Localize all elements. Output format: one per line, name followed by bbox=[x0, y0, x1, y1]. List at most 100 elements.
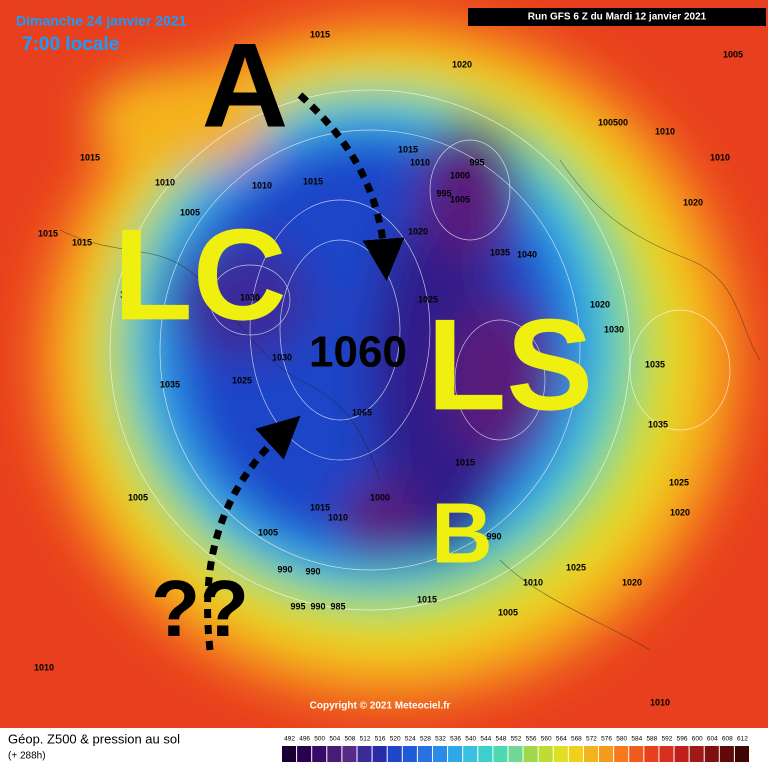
pressure-label: 1005 bbox=[723, 49, 743, 59]
scale-label: 592 bbox=[662, 736, 673, 743]
pressure-label: 1015 bbox=[303, 176, 323, 186]
pressure-label: 995 bbox=[290, 601, 305, 611]
pressure-label: 995 bbox=[469, 157, 484, 167]
pressure-label: 1035 bbox=[160, 379, 180, 389]
pressure-label: 1005 bbox=[498, 607, 518, 617]
pressure-label: 1030 bbox=[240, 292, 260, 302]
scale-swatch bbox=[463, 746, 478, 762]
pressure-label: 1010 bbox=[650, 697, 670, 707]
scale-label: 548 bbox=[495, 736, 506, 743]
scale-swatch bbox=[417, 746, 432, 762]
isobars bbox=[109, 89, 731, 611]
scale-label: 516 bbox=[375, 736, 386, 743]
scale-label: 576 bbox=[601, 736, 612, 743]
run-label: Run GFS 6 Z du Mardi 12 janvier 2021 bbox=[528, 12, 707, 23]
pressure-label: 1035 bbox=[490, 247, 510, 257]
pressure-label: 1035 bbox=[645, 359, 665, 369]
scale-label: 544 bbox=[480, 736, 491, 743]
scale-label: 520 bbox=[390, 736, 401, 743]
pressure-label: 1010 bbox=[655, 126, 675, 136]
pressure-label: 1020 bbox=[622, 577, 642, 587]
footer-lead: (+ 288h) bbox=[8, 751, 46, 762]
pressure-label: 990 bbox=[305, 566, 320, 576]
pressure-label: 1015 bbox=[398, 144, 418, 154]
pressure-label: 1005 bbox=[180, 207, 200, 217]
pressure-label: 100500 bbox=[598, 117, 628, 127]
scale-swatch bbox=[599, 746, 614, 762]
scale-label: 608 bbox=[722, 736, 733, 743]
scale-label: 540 bbox=[465, 736, 476, 743]
pressure-label: 990 bbox=[310, 601, 325, 611]
pressure-label: 1015 bbox=[72, 237, 92, 247]
pressure-label: 1010 bbox=[523, 577, 543, 587]
scale-swatch bbox=[387, 746, 402, 762]
scale-swatch bbox=[629, 746, 644, 762]
scale-label: 556 bbox=[526, 736, 537, 743]
scale-swatch bbox=[659, 746, 674, 762]
scale-label: 560 bbox=[541, 736, 552, 743]
scale-label: 600 bbox=[692, 736, 703, 743]
scale-swatch bbox=[372, 746, 387, 762]
scale-label: 568 bbox=[571, 736, 582, 743]
pressure-label: 1015 bbox=[310, 502, 330, 512]
pressure-label: 1005 bbox=[128, 492, 148, 502]
scale-swatch bbox=[432, 746, 448, 762]
annotation: LC bbox=[113, 201, 286, 347]
scale-swatch bbox=[327, 746, 342, 762]
scale-label: 588 bbox=[646, 736, 657, 743]
scale-swatch bbox=[493, 746, 508, 762]
pressure-label: 1020 bbox=[590, 299, 610, 309]
pressure-label: 1065 bbox=[352, 407, 372, 417]
scale-label: 532 bbox=[435, 736, 446, 743]
run-banner bbox=[468, 8, 766, 26]
pressure-label: 1015 bbox=[38, 228, 58, 238]
arrows bbox=[204, 92, 405, 651]
pressure-label: 1030 bbox=[272, 352, 292, 362]
scale-label: 500 bbox=[314, 736, 325, 743]
annotation: ?? bbox=[151, 564, 249, 653]
scale-swatch bbox=[734, 746, 749, 762]
pressure-label: 990 bbox=[486, 531, 501, 541]
pressure-label: 1010 bbox=[328, 512, 348, 522]
pressure-label: 995 bbox=[436, 188, 451, 198]
scale-label: 604 bbox=[707, 736, 718, 743]
scale-swatch bbox=[297, 746, 312, 762]
geopotential-field bbox=[30, 10, 750, 710]
scale-swatch bbox=[357, 746, 372, 762]
scale-label: 596 bbox=[677, 736, 688, 743]
scale-swatch bbox=[402, 746, 417, 762]
scale-swatch bbox=[644, 746, 659, 762]
scale-swatch bbox=[282, 746, 297, 762]
scale-label: 528 bbox=[420, 736, 431, 743]
pressure-label: 1015 bbox=[310, 29, 330, 39]
scale-label: 580 bbox=[616, 736, 627, 743]
pressure-label: 985 bbox=[330, 601, 345, 611]
scale-label: 492 bbox=[284, 736, 295, 743]
scale-label: 552 bbox=[511, 736, 522, 743]
scale-swatch bbox=[553, 746, 568, 762]
scale-label: 584 bbox=[631, 736, 642, 743]
scale-label: 612 bbox=[737, 736, 748, 743]
scale-swatch bbox=[674, 746, 689, 762]
scale-swatch bbox=[312, 746, 327, 762]
scale-swatch bbox=[523, 746, 538, 762]
scale-label: 564 bbox=[556, 736, 567, 743]
scale-label: 536 bbox=[450, 736, 461, 743]
pressure-label: 1025 bbox=[232, 375, 252, 385]
scale-label: 496 bbox=[299, 736, 310, 743]
scale-swatch bbox=[508, 746, 523, 762]
copyright: Copyright © 2021 Meteociel.fr bbox=[310, 701, 451, 712]
pressure-label: 1010 bbox=[410, 157, 430, 167]
pressure-label: 1020 bbox=[683, 197, 703, 207]
pressure-label: 1030 bbox=[604, 324, 624, 334]
scale-label: 508 bbox=[345, 736, 356, 743]
pressure-label: 1020 bbox=[408, 226, 428, 236]
scale-swatch bbox=[568, 746, 583, 762]
pressure-label: 1015 bbox=[80, 152, 100, 162]
footer-title: Géop. Z500 & pression au sol bbox=[8, 731, 180, 746]
annotation: LS bbox=[427, 291, 593, 437]
scale-swatch bbox=[704, 746, 719, 762]
scale-label: 504 bbox=[329, 736, 340, 743]
pressure-label: 1040 bbox=[517, 249, 537, 259]
pressure-label: 1010 bbox=[252, 180, 272, 190]
